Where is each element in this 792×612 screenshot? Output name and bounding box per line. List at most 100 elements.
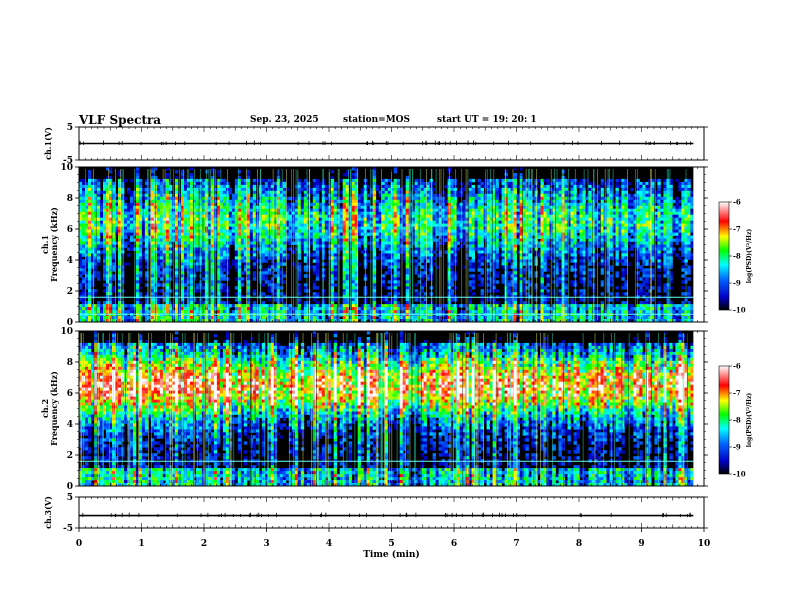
spectrogram-cell — [366, 229, 371, 233]
spectrogram-cell — [231, 262, 236, 266]
spectrogram-cell — [351, 283, 356, 287]
spectrogram-cell — [195, 313, 200, 317]
spectrogram-cell — [279, 232, 284, 236]
spectrogram-cell — [147, 310, 152, 314]
spectrogram-cell — [366, 211, 371, 216]
spectrogram-cell — [127, 229, 131, 233]
spectrogram-cell — [387, 199, 392, 204]
spectrogram-cell — [471, 268, 475, 272]
spectrogram-cell — [183, 211, 188, 216]
spectrogram-cell — [252, 220, 257, 225]
spectrogram-cell — [112, 238, 116, 242]
spectrogram-cell — [88, 205, 92, 210]
spectrogram-cell — [246, 277, 251, 281]
spectrogram-cell — [141, 256, 146, 260]
spectrogram-cell — [300, 205, 305, 210]
spectrogram-cell — [121, 184, 125, 189]
spectrogram-cell — [85, 214, 89, 219]
spectrogram-cell — [405, 190, 410, 195]
spectrogram-cell — [210, 259, 215, 263]
spectrogram-cell — [138, 265, 143, 269]
spectrogram-cell — [333, 187, 338, 192]
spectrogram-cell — [106, 283, 110, 287]
spectrogram-cell — [109, 319, 113, 323]
spectrogram-cell — [282, 262, 287, 266]
spectrogram-cell — [324, 310, 329, 314]
spectrogram-cell — [426, 199, 430, 204]
spectrogram-cell — [109, 208, 113, 213]
spectrogram-cell — [474, 310, 478, 314]
spectrogram-cell — [345, 250, 350, 254]
spectrogram-cell — [112, 298, 116, 302]
spectrogram-cell — [109, 199, 113, 204]
spectrogram-cell — [106, 286, 110, 290]
spectrogram-cell — [456, 208, 460, 213]
spectrogram-cell — [264, 217, 269, 222]
spectrogram-cell — [282, 274, 287, 278]
spectrogram-cell — [351, 244, 356, 248]
spectrogram-cell — [183, 268, 188, 272]
spectrogram-cell — [435, 232, 439, 236]
spectrogram-cell — [165, 316, 170, 320]
spectrogram-cell — [450, 193, 454, 198]
spectrogram-cell — [462, 202, 466, 207]
spectrogram-cell — [246, 170, 251, 174]
spectrogram-cell — [174, 178, 179, 183]
spectrogram-cell — [477, 220, 481, 225]
spectrogram-cell — [168, 223, 173, 227]
spectrogram-cell — [138, 193, 143, 198]
spectrogram-cell — [168, 217, 173, 222]
spectrogram-cell — [309, 202, 314, 207]
spectrogram-cell — [240, 307, 245, 311]
spectrogram-cell — [303, 178, 308, 183]
spectrogram-cell — [420, 187, 425, 192]
spectrogram-cell — [426, 181, 430, 186]
spectrogram-cell — [273, 181, 278, 186]
spectrogram-cell — [147, 205, 152, 210]
spectrogram-cell — [234, 184, 239, 189]
spectrogram-cell — [150, 202, 155, 207]
spectrogram-cell — [414, 226, 419, 230]
spectrogram-cell — [264, 226, 269, 230]
spectrogram-cell — [252, 289, 257, 293]
spectrogram-cell — [471, 178, 475, 183]
spectrogram-cell — [165, 283, 170, 287]
spectrogram-cell — [405, 196, 410, 201]
spectrogram-cell — [375, 202, 380, 207]
spectrogram-cell — [333, 193, 338, 198]
spectrogram-cell — [393, 277, 398, 281]
spectrogram-cell — [375, 232, 380, 236]
station-label: station=MOS — [343, 115, 411, 125]
spectrogram-cell — [372, 232, 377, 236]
spectrogram-cell — [426, 193, 430, 198]
spectrogram-cell — [94, 316, 98, 320]
spectrogram-cell — [345, 187, 350, 192]
spectrogram-cell — [351, 271, 356, 275]
spectrogram-cell — [165, 280, 170, 284]
spectrogram-cell — [240, 247, 245, 251]
spectrogram-cell — [420, 244, 425, 248]
spectrogram-cell — [297, 277, 302, 281]
spectrogram-cell — [240, 244, 245, 248]
spectrogram-cell — [273, 283, 278, 287]
spectrogram-cell — [393, 184, 398, 189]
spectrogram-cell — [354, 316, 359, 320]
spectrogram-cell — [180, 235, 185, 239]
spectrogram-cell — [180, 175, 185, 180]
spectrogram-cell — [240, 217, 245, 222]
spectrogram-cell — [94, 241, 98, 245]
spectrogram-cell — [207, 205, 212, 210]
spectrogram-cell — [312, 286, 317, 290]
spectrogram-cell — [231, 316, 236, 320]
spectrogram-cell — [450, 178, 454, 183]
spectrogram-cell — [300, 244, 305, 248]
spectrogram-cell — [288, 229, 293, 233]
spectrogram-cell — [438, 250, 442, 254]
spectrogram-cell — [420, 199, 425, 204]
spectrogram-cell — [195, 190, 200, 195]
spectrogram-cell — [243, 268, 248, 272]
spectrogram-cell — [97, 217, 101, 222]
spectrogram-cell — [237, 229, 242, 233]
spectrogram-cell — [109, 202, 113, 207]
spectrogram-cell — [366, 223, 371, 227]
